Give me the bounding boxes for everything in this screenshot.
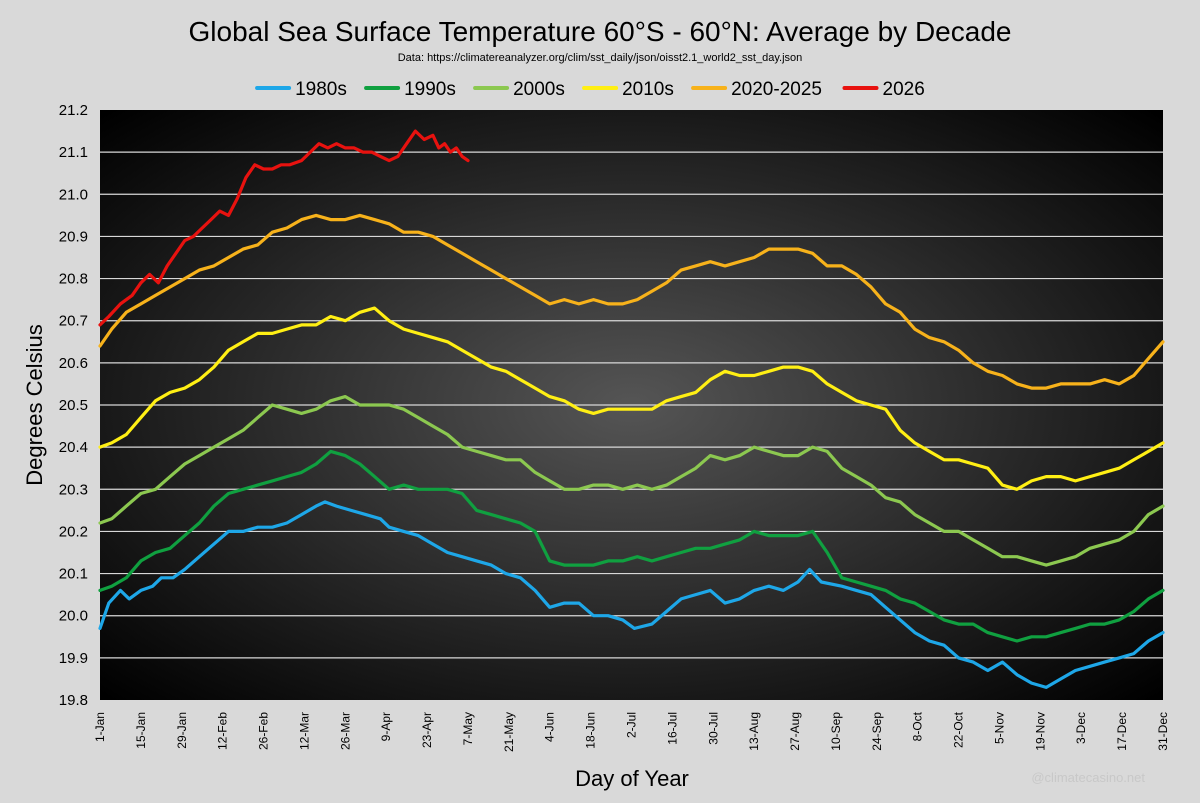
x-tick-label: 30-Jul: [706, 712, 720, 745]
x-tick-label: 13-Aug: [747, 712, 761, 751]
y-tick-label: 20.9: [59, 228, 88, 245]
x-tick-label: 26-Mar: [338, 712, 352, 750]
x-tick-label: 7-May: [461, 712, 475, 745]
x-tick-label: 22-Oct: [952, 711, 966, 748]
y-tick-label: 20.1: [59, 566, 88, 583]
x-tick-label: 21-May: [502, 712, 516, 752]
series-line-2020-2025: [98, 213, 1165, 390]
x-tick-label: 4-Jun: [543, 712, 557, 742]
x-tick-label: 12-Feb: [216, 712, 230, 750]
legend-label: 2020-2025: [731, 79, 822, 100]
legend-label: 1980s: [295, 79, 347, 100]
legend-label: 2000s: [513, 79, 565, 100]
x-tick-label: 12-Mar: [297, 712, 311, 750]
y-tick-label: 19.8: [59, 692, 88, 709]
y-tick-label: 20.0: [59, 608, 88, 625]
y-tick-label: 20.4: [59, 439, 88, 456]
legend-label: 1990s: [404, 79, 456, 100]
x-tick-label: 19-Nov: [1033, 712, 1047, 751]
x-tick-label: 1-Jan: [93, 712, 107, 742]
y-tick-label: 21.0: [59, 186, 88, 203]
x-tick-label: 3-Dec: [1074, 712, 1088, 744]
series-line-2026: [98, 129, 470, 327]
y-tick-label: 20.7: [59, 313, 88, 330]
x-tick-label: 16-Jul: [665, 712, 679, 745]
y-tick-label: 20.8: [59, 271, 88, 288]
x-tick-label: 27-Aug: [788, 712, 802, 751]
x-tick-label: 18-Jun: [584, 712, 598, 749]
y-axis-label: Degrees Celsius: [22, 324, 47, 485]
x-axis-label: Day of Year: [575, 766, 689, 791]
x-tick-label: 15-Jan: [134, 712, 148, 749]
x-tick-label: 31-Dec: [1156, 712, 1170, 751]
x-axis-ticks: 1-Jan 15-Jan 29-Jan 12-Feb 26-Feb 12-Mar 26-Ma…: [93, 711, 1170, 752]
x-tick-label: 24-Sep: [870, 712, 884, 751]
credit-watermark: @climatecasino.net: [1031, 770, 1145, 785]
x-tick-label: 2-Jul: [625, 712, 639, 738]
series-line-1980s: [98, 500, 1165, 689]
y-tick-label: 20.3: [59, 481, 88, 498]
series-line-2000s: [98, 395, 1165, 567]
x-tick-label: 9-Apr: [379, 712, 393, 741]
x-tick-label: 26-Feb: [257, 712, 271, 750]
series-line-2010s: [98, 306, 1165, 491]
y-axis-ticks: 19.8 19.9 20.0 20.1 20.2 20.3 20.4 20.5 20.6 20.7…: [59, 102, 88, 709]
legend-label: 2010s: [622, 79, 674, 100]
y-tick-label: 19.9: [59, 650, 88, 667]
y-tick-label: 20.5: [59, 397, 88, 414]
series-lines: [98, 129, 1165, 689]
x-tick-label: 23-Apr: [420, 712, 434, 748]
legend: 1980s 1990s 2000s 2010s 2020-2025 2026: [255, 79, 925, 100]
y-tick-label: 20.6: [59, 355, 88, 372]
x-tick-label: 17-Dec: [1115, 712, 1129, 751]
series-line-1990s: [98, 449, 1165, 643]
y-tick-label: 21.2: [59, 102, 88, 119]
gridlines: [100, 151, 1163, 659]
x-tick-label: 5-Nov: [992, 712, 1006, 744]
x-tick-label: 8-Oct: [911, 711, 925, 741]
legend-label: 2026: [883, 79, 925, 100]
x-tick-label: 10-Sep: [829, 712, 843, 751]
x-tick-label: 29-Jan: [175, 712, 189, 749]
chart-title: Global Sea Surface Temperature 60°S - 60…: [189, 16, 1012, 47]
y-tick-label: 20.2: [59, 523, 88, 540]
chart-subtitle: Data: https://climatereanalyzer.org/clim…: [398, 52, 803, 64]
y-tick-label: 21.1: [59, 144, 88, 161]
